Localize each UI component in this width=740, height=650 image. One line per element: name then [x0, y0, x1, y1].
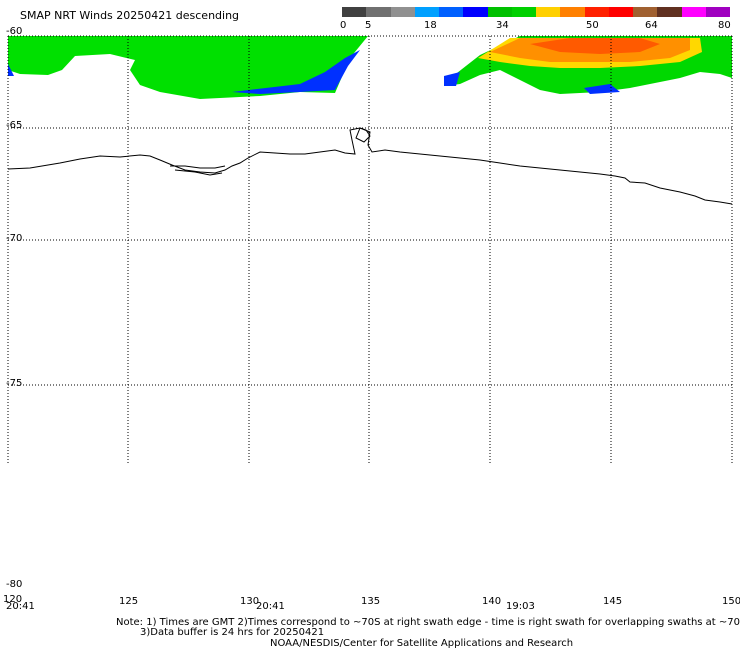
note-line-1: Note: 1) Times are GMT 2)Times correspon…	[116, 617, 740, 628]
lon-label: 140	[482, 596, 502, 607]
lat-label: -65	[6, 120, 23, 131]
colorbar-segment	[657, 7, 682, 17]
colorbar-label: 50	[586, 20, 599, 31]
wind-swath-left-blue	[232, 50, 360, 94]
map-title: SMAP NRT Winds 20250421 descending	[20, 9, 240, 22]
lon-label: 145	[603, 596, 623, 607]
colorbar-segment	[390, 7, 415, 17]
colorbar-segment	[342, 7, 367, 17]
swath-time-label: 20:41	[6, 601, 35, 612]
colorbar-segment	[414, 7, 439, 17]
wind-swath-left-edge	[8, 64, 14, 76]
colorbar-label: 64	[645, 20, 658, 31]
lon-label: 120	[3, 594, 23, 605]
lat-label: -70	[6, 233, 23, 244]
colorbar-segment	[487, 7, 512, 17]
swath-time-label: 20:41	[256, 601, 285, 612]
colorbar-label: 80	[718, 20, 731, 31]
colorbar-label: 18	[424, 20, 437, 31]
coastline-island	[355, 127, 371, 143]
colorbar-segment	[681, 7, 706, 17]
colorbar-label: 0	[340, 20, 347, 31]
wind-swath-right-blue-2	[584, 84, 620, 94]
lon-label: 135	[361, 596, 381, 607]
colorbar-label: 5	[365, 20, 372, 31]
colorbar-segment	[366, 7, 391, 17]
lat-label: -75	[6, 378, 23, 389]
colorbar-segment	[511, 7, 536, 17]
wind-swath-right-red	[530, 38, 660, 54]
lon-label: 130	[240, 596, 260, 607]
wind-speed-colorbar	[342, 7, 730, 17]
wind-swath-left	[8, 36, 368, 99]
colorbar-segment	[560, 7, 585, 17]
colorbar-segment	[463, 7, 488, 17]
swath-time-label: 19:03	[506, 601, 535, 612]
colorbar-segment	[584, 7, 609, 17]
lon-label: 150	[722, 596, 740, 607]
colorbar-segment	[439, 7, 464, 17]
colorbar-segment	[705, 7, 730, 17]
lon-label: 125	[119, 596, 139, 607]
lat-label: -80	[6, 579, 23, 590]
note-line-2: 3)Data buffer is 24 hrs for 20250421	[140, 627, 325, 638]
graticule	[7, 35, 733, 465]
coastline	[7, 127, 733, 205]
colorbar-label: 34	[496, 20, 509, 31]
colorbar-segment	[536, 7, 561, 17]
lat-label: -60	[6, 26, 23, 37]
colorbar-segment	[633, 7, 658, 17]
coastline-inlet	[170, 165, 226, 176]
wind-swath-right-blue	[444, 72, 460, 86]
note-line-3: NOAA/NESDIS/Center for Satellite Applica…	[270, 638, 574, 649]
colorbar-segment	[608, 7, 633, 17]
